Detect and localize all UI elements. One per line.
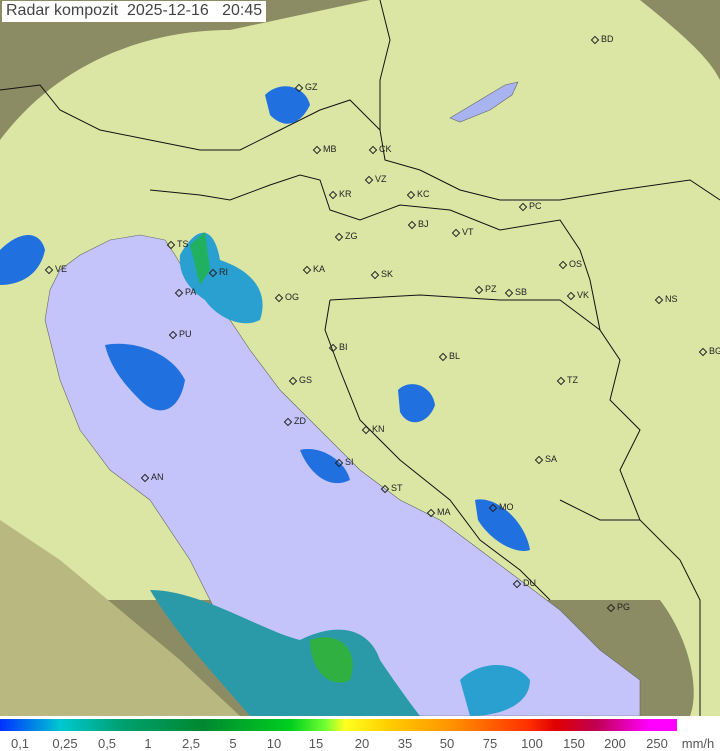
legend-label: 5 xyxy=(229,736,237,751)
city-marker: BD xyxy=(592,34,614,44)
precipitation-color-scale xyxy=(0,719,677,731)
city-marker: VZ xyxy=(366,174,387,184)
city-marker: PU xyxy=(170,329,192,339)
city-marker: KC xyxy=(408,189,430,199)
legend-unit: mm/h xyxy=(681,736,715,751)
city-marker: BG xyxy=(700,346,720,356)
city-marker: MB xyxy=(314,144,337,154)
city-marker: GZ xyxy=(296,82,318,92)
legend-label: 20 xyxy=(354,736,370,751)
legend-label: 2,5 xyxy=(181,736,201,751)
city-marker: SB xyxy=(506,287,527,297)
legend-label: 0,5 xyxy=(97,736,117,751)
legend-label: 35 xyxy=(397,736,413,751)
legend-label: 150 xyxy=(563,736,585,751)
city-marker: GS xyxy=(290,375,312,385)
city-marker: PG xyxy=(608,602,630,612)
city-marker: TZ xyxy=(558,375,578,385)
legend-label: 15 xyxy=(308,736,324,751)
city-marker: BJ xyxy=(409,219,429,229)
city-marker: SK xyxy=(372,269,393,279)
legend-label: 10 xyxy=(266,736,282,751)
title-label: Radar kompozit xyxy=(6,2,119,19)
city-marker: ZG xyxy=(336,231,358,241)
city-marker: PA xyxy=(176,287,196,297)
legend-label: 0,1 xyxy=(10,736,30,751)
lake-balaton xyxy=(449,81,519,123)
legend-label: 250 xyxy=(646,736,668,751)
legend-label: 75 xyxy=(482,736,498,751)
legend-label: 0,25 xyxy=(52,736,78,751)
city-marker: VK xyxy=(568,290,589,300)
radar-map xyxy=(0,0,720,716)
city-marker: MO xyxy=(490,502,514,512)
city-marker: NS xyxy=(656,294,678,304)
radar-echoes xyxy=(0,86,530,716)
city-marker: KA xyxy=(304,264,325,274)
city-marker: RI xyxy=(210,267,228,277)
legend-label: 200 xyxy=(604,736,626,751)
city-marker: ST xyxy=(382,483,403,493)
city-marker: MA xyxy=(428,507,451,517)
city-marker: VE xyxy=(46,264,67,274)
city-marker: KN xyxy=(363,424,385,434)
city-marker: DU xyxy=(514,578,536,588)
city-marker: ZD xyxy=(285,416,306,426)
city-marker: BI xyxy=(330,342,348,352)
radar-title: Radar kompozit 2025-12-16 20:45 xyxy=(2,1,267,22)
city-marker: VT xyxy=(453,227,474,237)
city-marker: OG xyxy=(276,292,299,302)
legend-label: 100 xyxy=(521,736,543,751)
legend-label: 50 xyxy=(439,736,455,751)
city-marker: BL xyxy=(440,351,460,361)
city-marker: CK xyxy=(370,144,392,154)
legend-label: 1 xyxy=(144,736,152,751)
city-marker: PZ xyxy=(476,284,497,294)
city-marker: PC xyxy=(520,201,542,211)
city-marker: SA xyxy=(536,454,557,464)
title-date: 2025-12-16 xyxy=(126,2,209,19)
city-marker: TS xyxy=(168,239,189,249)
city-marker: AN xyxy=(142,472,164,482)
country-borders xyxy=(0,0,720,716)
city-marker: KR xyxy=(330,189,352,199)
land-south xyxy=(0,520,240,716)
city-marker: SI xyxy=(336,457,354,467)
city-marker: OS xyxy=(560,259,582,269)
title-time: 20:45 xyxy=(222,2,263,19)
